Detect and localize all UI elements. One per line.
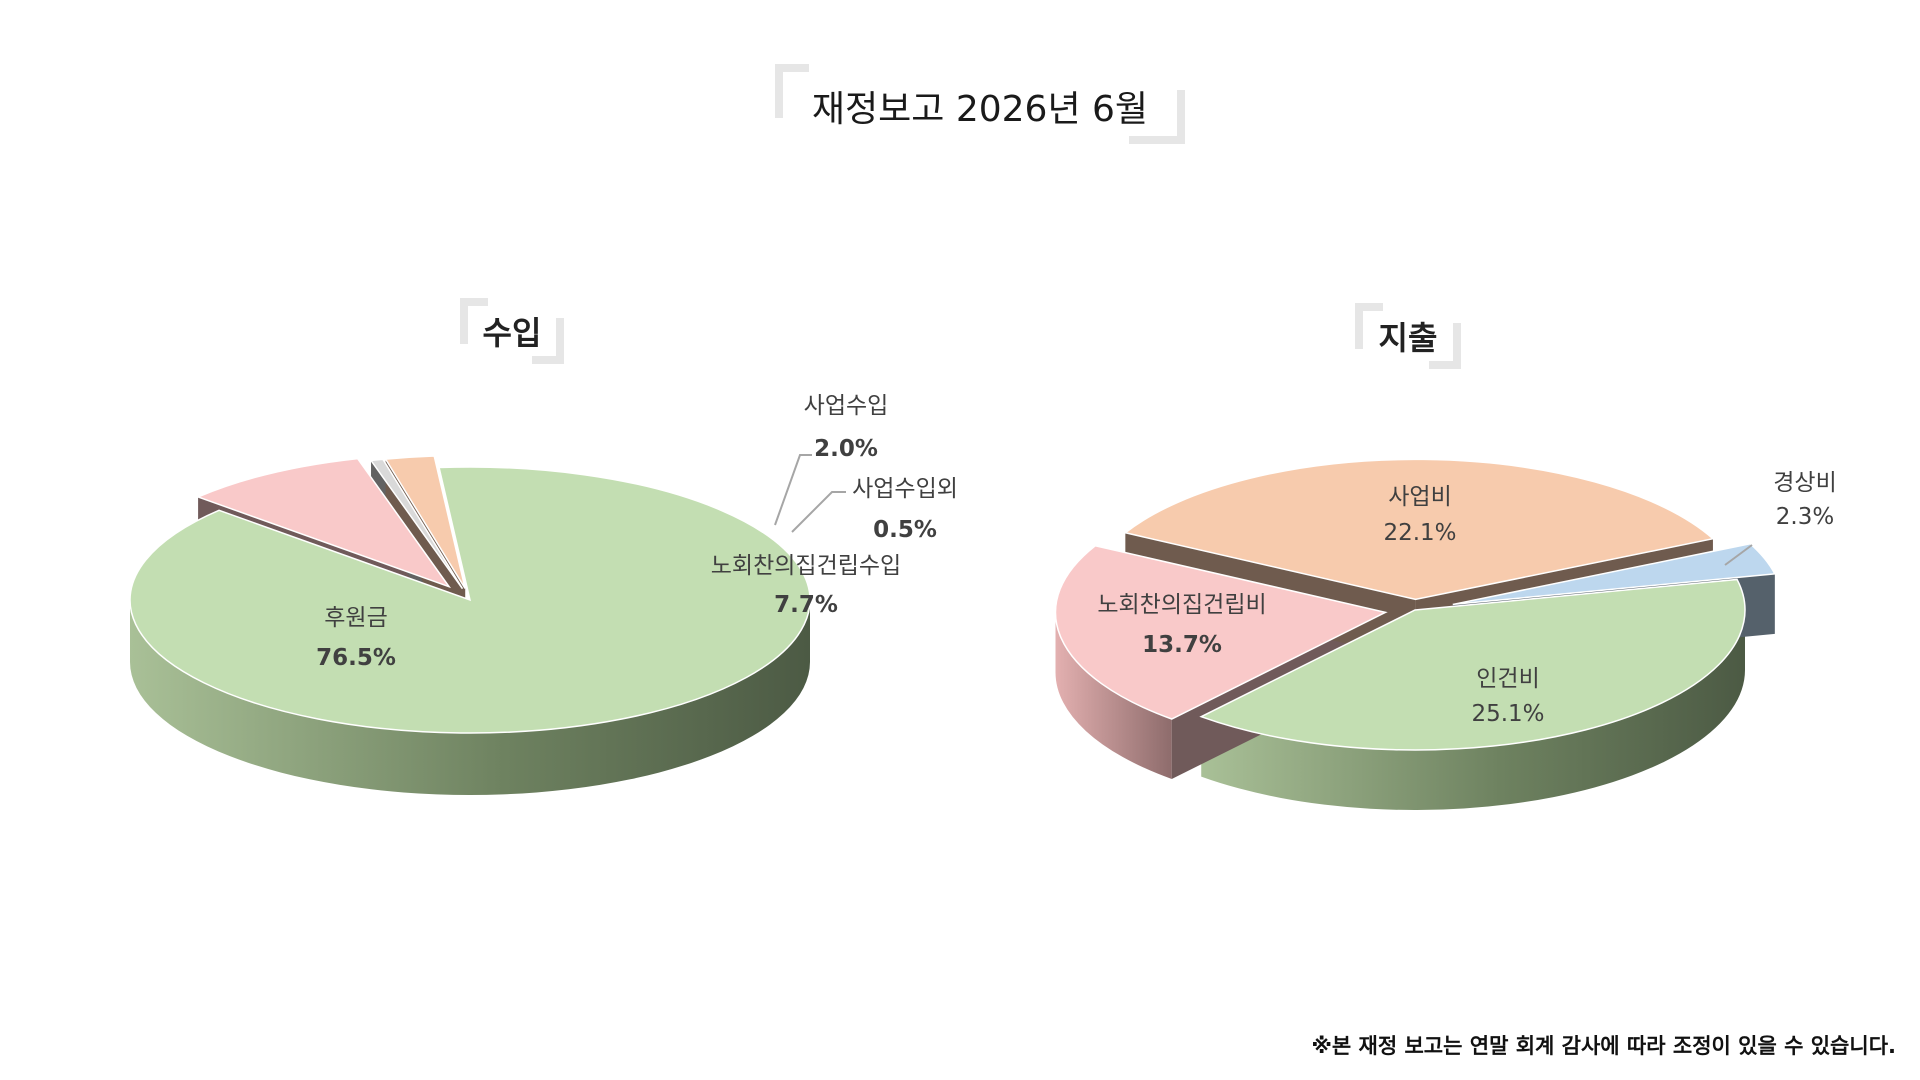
leader-line-business-income-other: [791, 491, 846, 533]
expense-chart-title-text: 지출: [1378, 319, 1438, 357]
label-personnel-value: 25.1%: [1471, 701, 1544, 727]
income-pie: [129, 455, 811, 795]
label-business-cost-name: 사업비: [1388, 484, 1451, 510]
leader-line-operating-cost: [1724, 544, 1753, 566]
expense-title-bracket-bottom-right: [1429, 323, 1461, 369]
leader-line-business-income: [774, 454, 812, 526]
report-title: 재정보고 2026년 6월: [775, 64, 1185, 144]
title-bracket-bottom-right: [1129, 90, 1185, 144]
label-personnel-name: 인건비: [1476, 666, 1539, 692]
income-title-bracket-top-left: [460, 298, 488, 344]
label-house-income-name: 노회찬의집건립수입: [711, 553, 901, 579]
leader-lines: [774, 454, 1753, 566]
label-business-income-other-value: 0.5%: [873, 517, 937, 543]
income-chart-title: 수입: [460, 298, 564, 364]
label-house-cost-name: 노회찬의집건립비: [1097, 592, 1266, 618]
slice-노회찬의집건립비: [1054, 544, 1388, 720]
slice-사업수입외: [369, 458, 464, 590]
expense-title-bracket-top-left: [1355, 303, 1383, 349]
slice-경상비: [1452, 542, 1777, 606]
slice-노회찬의집건립수입: [196, 457, 452, 589]
slice-사업수입: [384, 455, 466, 589]
report-title-text: 재정보고 2026년 6월: [811, 89, 1149, 130]
label-house-income-value: 7.7%: [774, 592, 838, 618]
label-operating-cost-name: 경상비: [1773, 470, 1836, 496]
expense-chart-title: 지출: [1355, 303, 1461, 369]
pie-side-wall: [1201, 610, 1745, 810]
label-donation-value: 76.5%: [316, 645, 396, 671]
pie-side-wall: [1055, 612, 1172, 779]
pie-side-wall: [130, 600, 810, 795]
label-house-cost-value: 13.7%: [1142, 632, 1222, 658]
income-title-bracket-bottom-right: [532, 318, 564, 364]
income-chart-title-text: 수입: [482, 314, 542, 352]
label-business-income-name: 사업수입: [804, 393, 889, 419]
label-business-income-value: 2.0%: [814, 436, 878, 462]
slice-사업비: [1123, 458, 1715, 601]
footnote: ※본 재정 보고는 연말 회계 감사에 따라 조정이 있을 수 있습니다.: [1311, 1034, 1896, 1058]
expense-pie: [1054, 458, 1777, 810]
label-operating-cost-value: 2.3%: [1776, 504, 1834, 530]
label-business-cost-value: 22.1%: [1383, 520, 1456, 546]
label-business-income-other-name: 사업수입외: [852, 476, 958, 502]
label-donation-name: 후원금: [324, 605, 387, 631]
slice-인건비: [1199, 578, 1746, 751]
slice-후원금: [129, 466, 811, 734]
title-bracket-top-left: [775, 64, 809, 118]
